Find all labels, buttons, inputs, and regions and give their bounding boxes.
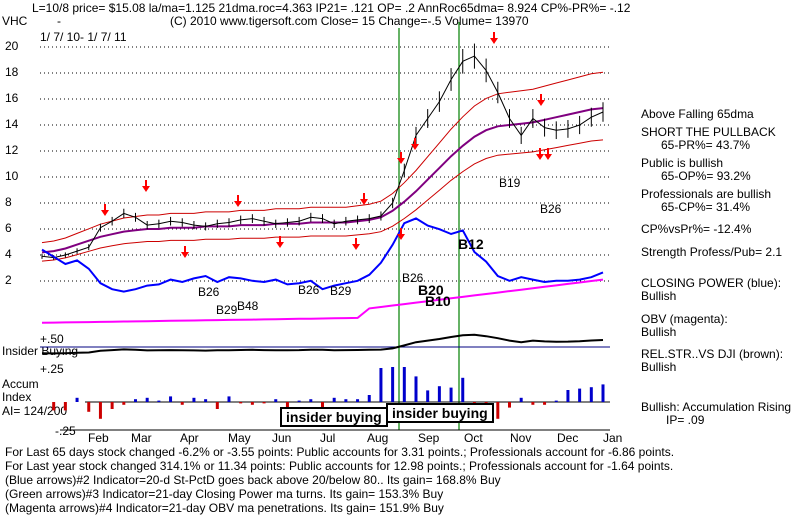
ma-bands: [41, 71, 604, 262]
month-jun: Jun: [272, 431, 292, 445]
closing-power-series: [41, 217, 604, 293]
buy-arrow: [234, 195, 242, 207]
index-label: Index: [2, 390, 32, 404]
y-tick-16: 16: [5, 91, 19, 105]
month-aug: Aug: [367, 431, 389, 445]
professionals-bullish: Professionals are bullish: [641, 187, 772, 201]
rel-strength-line: [41, 333, 604, 355]
buy-arrow: [397, 152, 405, 164]
signal-b48: B48: [237, 299, 259, 313]
month-jul: Jul: [320, 431, 336, 445]
ip-value: IP= .09: [666, 413, 705, 427]
buy-arrow: [352, 238, 360, 250]
obv-status: Bullish: [641, 325, 677, 339]
accum-tick-050: +.50: [40, 332, 64, 346]
short-pullback: SHORT THE PULLBACK: [641, 125, 776, 139]
month-nov: Nov: [510, 431, 532, 445]
buy-arrow: [360, 193, 368, 205]
signal-b29-2: B29: [330, 284, 352, 298]
strength-ratio: Strength Profess/Pub= 2.1: [641, 245, 783, 259]
op-pct: 65-OP%= 93.2%: [661, 169, 751, 183]
blue-arrows-note: (Blue arrows)#2 Indicator=20-d St-PctD g…: [5, 473, 501, 487]
obv-series: [41, 278, 604, 324]
closing-power-line: [41, 217, 604, 293]
pr-pct: 65-PR%= 43.7%: [661, 138, 751, 152]
y-tick-18: 18: [5, 65, 19, 79]
signal-b29-1: B29: [216, 303, 238, 317]
obv-line: [41, 278, 604, 324]
grid-lines: [40, 46, 610, 282]
y-tick-6: 6: [5, 221, 12, 235]
signal-arrows: [101, 32, 552, 258]
buy-arrow: [544, 148, 552, 160]
month-apr: Apr: [180, 431, 199, 445]
month-jan: Jan: [603, 431, 623, 445]
buy-arrow: [142, 180, 150, 192]
y-tick-4: 4: [5, 247, 12, 261]
insider-buying-box-2: insider buying: [386, 403, 494, 423]
obv-label: OBV (magenta):: [641, 312, 728, 326]
signal-b12: B12: [458, 236, 484, 252]
signal-b26-1: B26: [198, 285, 220, 299]
month-dec: Dec: [557, 431, 579, 445]
rel-str-status: Bullish: [641, 360, 677, 374]
header-line-2: (C) 2010 www.tigersoft.com Close= 15 Cha…: [170, 14, 529, 28]
signal-b10: B10: [425, 293, 451, 309]
y-tick-2: 2: [5, 273, 12, 287]
buy-arrow: [411, 138, 419, 150]
date-range: 1/ 7/ 10- 1/ 7/ 11: [40, 30, 127, 44]
buy-arrow: [181, 246, 189, 258]
rel-str-label: REL.STR..VS DJI (brown):: [641, 347, 784, 361]
header-line-1: L=10/8 price= $15.08 la/ma=1.125 21dma.r…: [32, 1, 631, 15]
signal-b19: B19: [499, 176, 521, 190]
price-close-line: [41, 55, 604, 259]
magenta-arrows-note: (Magenta arrows)#4 Indicator=21-day OBV …: [5, 501, 444, 515]
accum-label: Accum: [2, 377, 39, 391]
y-tick-12: 12: [5, 143, 19, 157]
price-series: [41, 43, 604, 261]
signal-b20: B20: [418, 282, 444, 298]
month-sep: Sep: [418, 431, 440, 445]
y-tick-8: 8: [5, 195, 12, 209]
summary-year: For Last year stock changed 314.1% or 11…: [5, 459, 674, 473]
ai-label: AI= 124/200: [2, 404, 68, 418]
closing-power-status: Bullish: [641, 289, 677, 303]
buy-arrow: [276, 236, 284, 248]
signal-b26-2: B26: [298, 283, 320, 297]
accum-tick-025: +.25: [40, 362, 64, 376]
month-may: May: [228, 431, 251, 445]
summary-65-days: For Last 65 days stock changed -6.2% or …: [5, 445, 675, 459]
y-tick-10: 10: [5, 169, 19, 183]
month-feb: Feb: [88, 431, 109, 445]
trend-status: Above Falling 65dma: [641, 107, 754, 121]
accum-status: Bullish: Accumulation Rising: [641, 400, 792, 414]
green-arrows-note: (Green arrows)#3 Indicator=21-day Closin…: [5, 487, 444, 501]
cp-vs-pr: CP%vsPr%= -12.4%: [641, 222, 752, 236]
buy-arrow: [101, 204, 109, 216]
signal-b26-4: B26: [540, 202, 562, 216]
y-tick-14: 14: [5, 117, 19, 131]
buy-arrow: [397, 228, 405, 240]
header-dash: -: [57, 14, 61, 28]
month-mar: Mar: [131, 431, 152, 445]
closing-power-label: CLOSING POWER (blue):: [641, 276, 782, 290]
insider-buying-box-1: insider buying: [280, 407, 388, 427]
accum-tick-neg025: -.25: [55, 424, 76, 438]
public-bullish: Public is bullish: [641, 156, 724, 170]
relative-strength-series: [41, 333, 604, 355]
accumulation-bars: [52, 367, 605, 419]
ticker-label: VHC: [2, 14, 28, 28]
signal-b26-3: B26: [402, 271, 424, 285]
buy-arrow: [536, 148, 544, 160]
month-oct: Oct: [464, 431, 483, 445]
cp-pct: 65-CP%= 31.4%: [661, 200, 751, 214]
lower-band: [41, 139, 604, 262]
buy-arrow: [537, 94, 545, 106]
y-tick-20: 20: [5, 39, 19, 53]
buy-arrow: [490, 32, 498, 44]
